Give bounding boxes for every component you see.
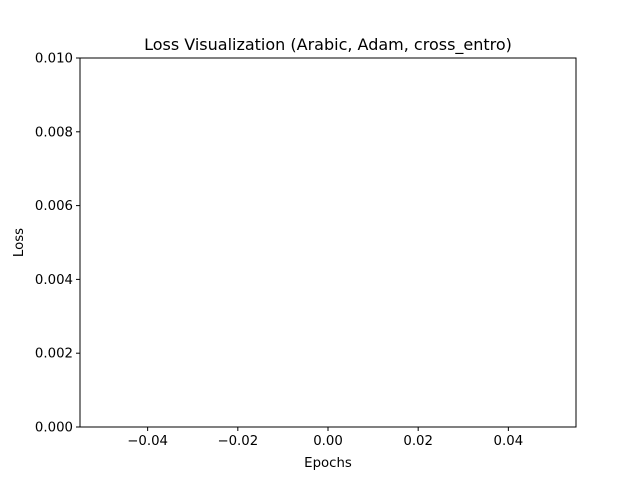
x-tick-label: −0.02 — [217, 434, 258, 449]
x-tick-label: 0.00 — [313, 434, 343, 449]
axes-frame — [79, 57, 577, 428]
x-tick-label: −0.04 — [127, 434, 168, 449]
y-tick-label: 0.006 — [35, 199, 73, 214]
x-axis-ticks: −0.04 −0.02 0.00 0.02 0.04 — [127, 427, 523, 449]
x-tick-label: 0.04 — [494, 434, 524, 449]
y-tick-label: 0.008 — [35, 125, 73, 140]
y-axis-label: Loss — [12, 228, 27, 257]
x-axis-label: Epochs — [304, 456, 352, 471]
x-tick-label: 0.02 — [403, 434, 433, 449]
y-axis-ticks: 0.000 0.002 0.004 0.006 0.008 0.010 — [35, 52, 80, 436]
y-tick-label: 0.002 — [35, 347, 73, 362]
y-tick-label: 0.010 — [35, 52, 73, 67]
chart-title: Loss Visualization (Arabic, Adam, cross_… — [144, 35, 512, 55]
y-tick-label: 0.000 — [35, 421, 73, 436]
y-tick-label: 0.004 — [35, 273, 73, 288]
plot-area — [80, 58, 576, 427]
